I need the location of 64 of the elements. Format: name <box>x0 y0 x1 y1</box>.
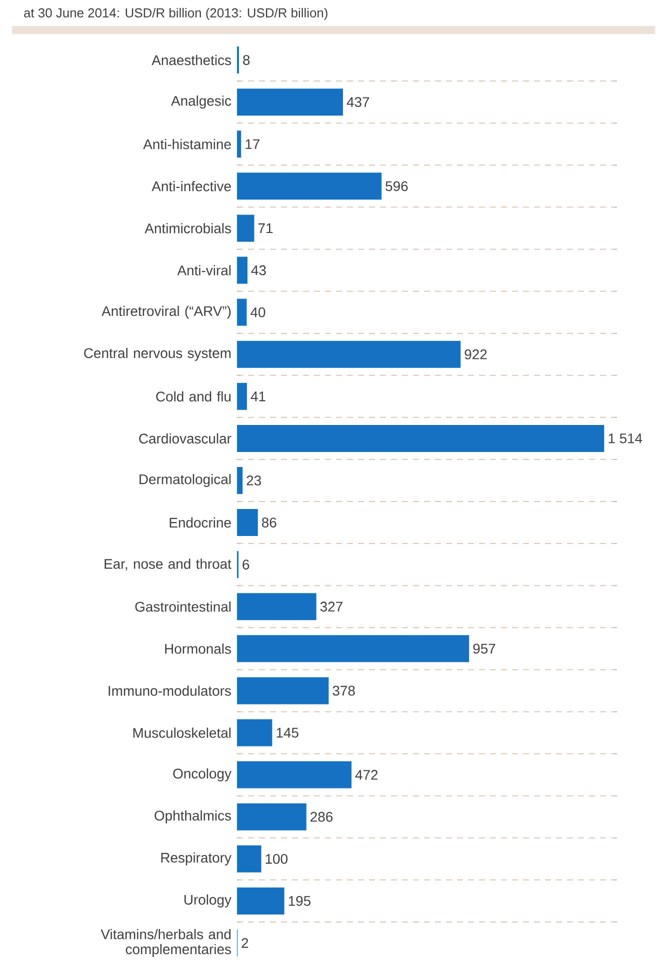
y-tick-label: Antimicrobials <box>144 223 231 234</box>
bar <box>237 172 382 200</box>
chart-title: at 30 June 2014: USD/R billion (2013: USD/R billion) <box>24 8 328 20</box>
bar <box>237 719 272 746</box>
data-label: 100 <box>266 854 288 864</box>
data-label: 43 <box>251 265 266 276</box>
data-label: 378 <box>332 686 355 696</box>
y-tick-label: Central nervous system <box>84 348 231 361</box>
y-tick-label: Ear, nose and throat <box>104 558 232 571</box>
data-label: 327 <box>320 602 342 612</box>
y-tick-label: Antiretroviral (“ARV”) <box>102 306 231 319</box>
data-label: 957 <box>473 644 496 654</box>
data-label: 71 <box>258 223 273 234</box>
data-label: 23 <box>246 476 261 486</box>
y-tick-label: Immuno-modulators <box>108 686 231 696</box>
bar <box>237 887 284 914</box>
y-tick-label: Respiratory <box>161 852 232 866</box>
bar <box>237 509 258 536</box>
bar <box>237 130 242 158</box>
data-label: 2 <box>242 938 248 948</box>
y-tick-label: Anaesthetics <box>152 54 231 66</box>
y-tick-label: Analgesic <box>171 96 232 109</box>
y-tick-label: Anti-histamine <box>143 138 231 150</box>
y-tick-label: Gastrointestinal <box>135 601 231 612</box>
data-label: 6 <box>242 560 250 570</box>
y-tick-label: Cardiovascular <box>139 433 232 444</box>
data-label: 1 514 <box>608 434 642 444</box>
y-tick-label: Hormonals <box>165 644 231 654</box>
y-tick-label: Anti-infective <box>152 181 231 192</box>
data-label: 86 <box>262 518 276 528</box>
bar <box>237 845 262 872</box>
data-label: 286 <box>310 812 333 822</box>
bar <box>237 761 352 788</box>
bar <box>237 214 254 242</box>
data-label: 472 <box>355 770 378 780</box>
y-tick-label: Dermatological <box>140 474 231 487</box>
data-label: 8 <box>243 55 250 65</box>
bar <box>237 466 243 494</box>
bar <box>237 88 343 116</box>
data-label: 40 <box>250 307 266 318</box>
y-tick-label: Cold and flu <box>156 391 231 402</box>
data-label: 195 <box>288 896 310 906</box>
bar <box>237 677 329 704</box>
y-tick-label: Anti-viral <box>177 265 231 276</box>
y-tick-label: Ophthalmics <box>154 810 231 824</box>
bar <box>237 593 316 620</box>
data-label: 437 <box>346 97 370 108</box>
y-tick-label: Oncology <box>173 768 232 782</box>
bar <box>237 382 247 410</box>
bar <box>237 635 470 662</box>
y-tick-label: Musculoskeletal <box>133 728 231 738</box>
data-label: 596 <box>386 181 408 192</box>
y-tick-label: Vitamins/herbals and complementaries <box>100 929 231 957</box>
y-tick-label: Urology <box>184 894 232 908</box>
data-label: 41 <box>250 392 266 402</box>
data-label: 922 <box>464 349 487 360</box>
bar <box>237 256 248 284</box>
y-tick-label: Endocrine <box>170 517 231 528</box>
bar <box>237 424 604 452</box>
bar <box>237 298 247 326</box>
data-label: 17 <box>246 139 260 149</box>
data-label: 145 <box>276 728 298 738</box>
bar <box>237 340 461 368</box>
bar <box>237 803 306 830</box>
